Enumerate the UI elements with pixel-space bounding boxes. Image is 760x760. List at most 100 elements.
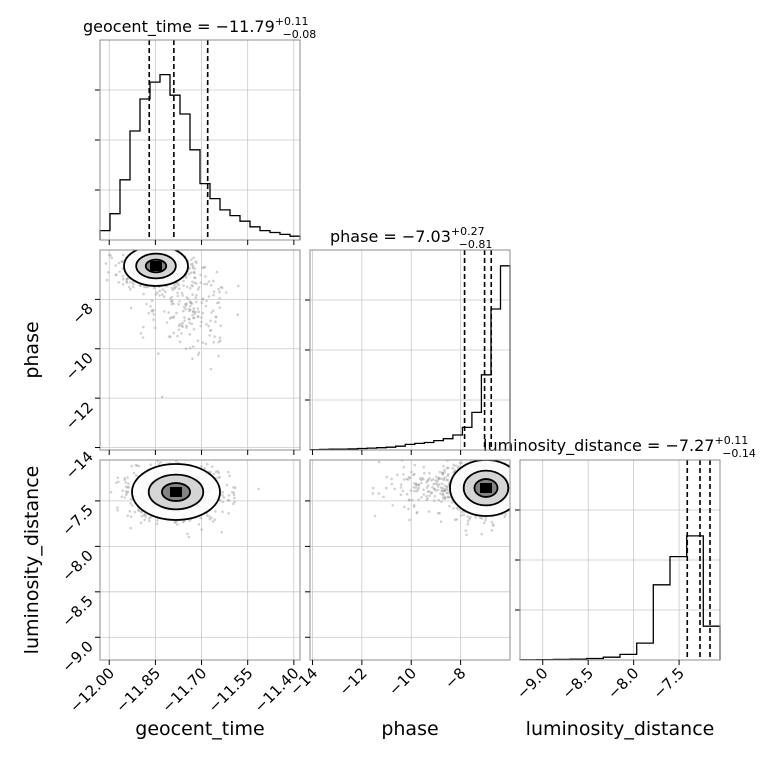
sample-point: [532, 516, 535, 519]
sample-point: [446, 478, 450, 482]
sample-point: [490, 529, 494, 532]
sample-point: [422, 488, 425, 492]
sample-point: [523, 477, 526, 480]
sample-point: [443, 484, 446, 487]
sample-point: [217, 287, 220, 291]
sample-point: [237, 284, 240, 288]
sample-point: [422, 477, 425, 481]
sample-point: [169, 297, 172, 300]
sample-point: [454, 518, 457, 521]
sample-point: [225, 291, 228, 294]
sample-point: [139, 332, 143, 335]
sample-point: [425, 494, 428, 498]
sample-point: [371, 492, 375, 495]
density-peak: [150, 261, 162, 271]
sample-point: [184, 304, 188, 307]
sample-point: [156, 519, 159, 522]
sample-point: [186, 532, 189, 536]
sample-point: [200, 465, 203, 468]
sample-point: [390, 477, 393, 481]
sample-point: [403, 505, 406, 509]
sample-point: [182, 305, 186, 309]
sample-point: [228, 474, 231, 478]
sample-point: [170, 295, 174, 299]
sample-point: [227, 512, 230, 515]
sample-point: [127, 482, 130, 486]
sample-point: [178, 340, 182, 344]
sample-point: [191, 357, 194, 361]
sample-point: [231, 502, 235, 506]
sample-point: [149, 463, 152, 467]
sample-point: [142, 325, 145, 329]
sample-point: [185, 326, 188, 329]
sample-point: [125, 277, 128, 281]
sample-point: [515, 484, 518, 487]
sample-point: [191, 265, 195, 268]
sample-point: [163, 242, 166, 245]
sample-point: [437, 483, 441, 486]
sample-point: [427, 510, 431, 513]
sample-point: [521, 498, 524, 501]
ylabel-luminosity-distance: luminosity_distance: [21, 466, 43, 655]
sample-point: [129, 306, 133, 310]
sample-point: [148, 519, 151, 523]
sample-point: [425, 498, 429, 502]
hist-panel-phase: [305, 249, 511, 451]
sample-point: [188, 321, 191, 325]
sample-point: [147, 517, 151, 520]
sample-point: [93, 243, 96, 246]
gridlines: [310, 250, 510, 450]
sample-point: [191, 266, 195, 270]
sample-point: [121, 283, 125, 286]
sample-point: [126, 490, 130, 494]
sample-point: [377, 492, 381, 495]
y-tick-label: −8.0: [58, 547, 96, 585]
sample-point: [407, 478, 410, 481]
sample-point: [181, 294, 184, 297]
sample-point: [526, 473, 529, 476]
sample-point: [399, 493, 403, 497]
y-tick-label: −8: [68, 300, 96, 328]
sample-point: [513, 515, 516, 518]
sample-point: [474, 454, 477, 457]
sample-point: [189, 301, 193, 305]
sample-point: [433, 494, 437, 498]
sample-point: [139, 284, 142, 288]
sample-point: [124, 490, 128, 493]
sample-point: [217, 301, 220, 304]
sample-point: [108, 253, 111, 257]
sample-point: [159, 461, 162, 464]
x-tick-label: −10: [385, 664, 420, 699]
sample-point: [513, 493, 516, 496]
sample-point: [155, 455, 158, 458]
sample-point: [440, 500, 443, 504]
sample-point: [189, 304, 192, 308]
x-tick-label: −11.55: [205, 664, 257, 716]
sample-point: [441, 486, 444, 490]
xlabel-geocent-time: geocent_time: [135, 718, 264, 740]
contour-line: [462, 469, 510, 507]
sample-point: [446, 466, 449, 470]
sample-point: [413, 482, 416, 485]
gridlines: [100, 250, 300, 450]
sample-point: [413, 463, 417, 467]
sample-point: [172, 302, 175, 305]
sample-point: [479, 516, 482, 520]
sample-point: [185, 437, 188, 440]
sample-point: [457, 508, 460, 511]
sample-point: [441, 492, 445, 496]
sample-point: [391, 504, 395, 507]
panel-luminosity_distance-vs-geocent_time: [99, 437, 301, 661]
panel-luminosity_distance-vs-phase: [309, 454, 535, 661]
x-tick-label: −8: [441, 664, 469, 692]
sample-point: [188, 244, 191, 247]
sample-point: [478, 454, 481, 457]
sample-point: [201, 341, 204, 344]
sample-point: [231, 491, 234, 494]
sample-point: [145, 302, 148, 306]
sample-point: [483, 521, 486, 525]
sample-point: [177, 283, 181, 287]
sample-point: [129, 497, 133, 501]
sample-point: [142, 513, 146, 517]
sample-point: [233, 500, 236, 504]
